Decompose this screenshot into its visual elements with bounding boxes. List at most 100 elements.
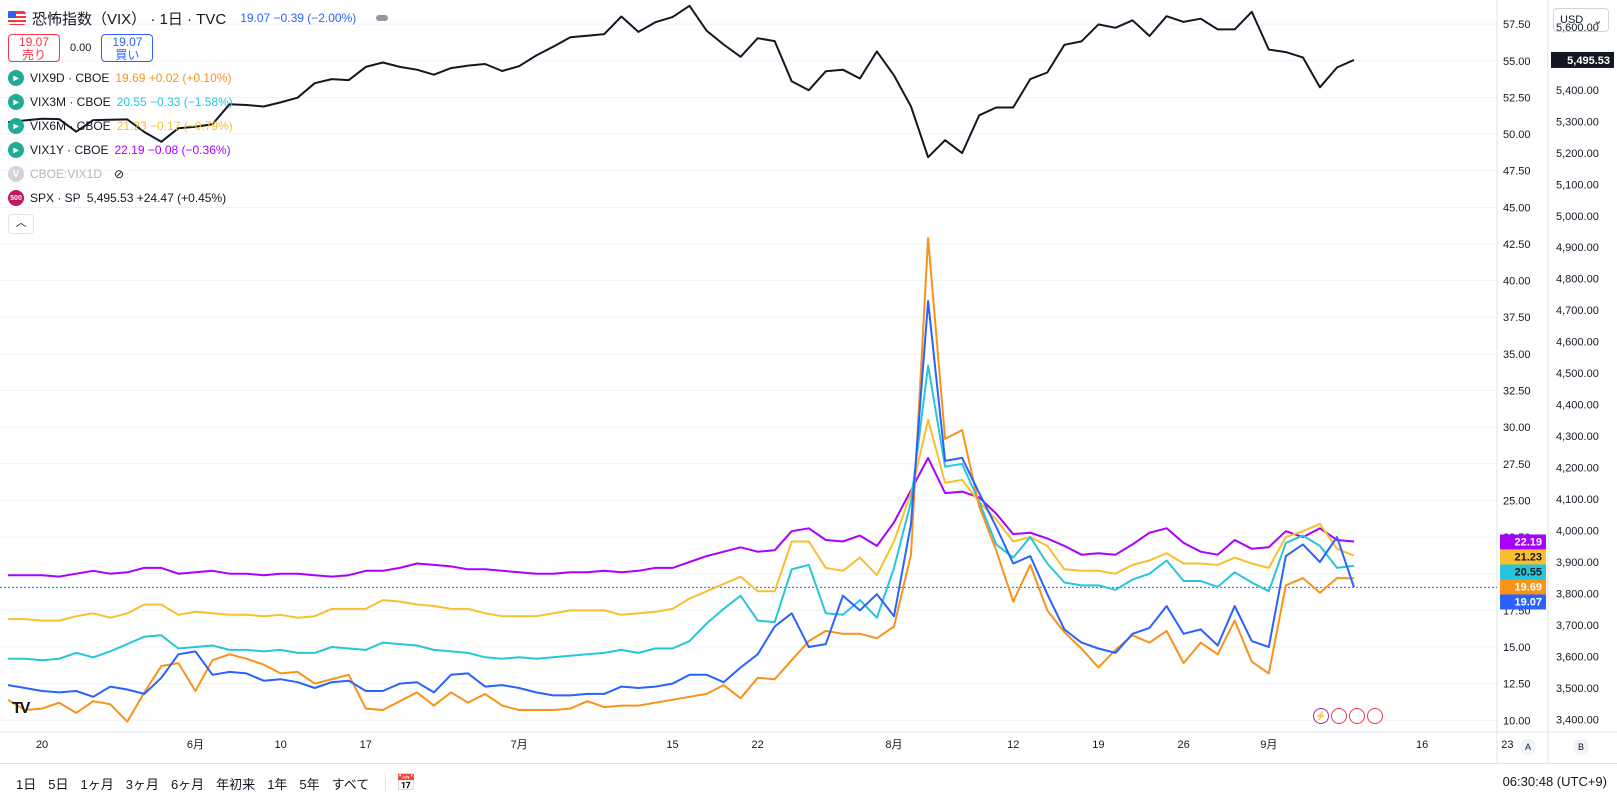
range-button[interactable]: 年初来 — [216, 776, 256, 792]
spx-last-value-label-text: 5,495.53 — [1567, 55, 1610, 67]
series-line — [7, 300, 1355, 698]
symbol-title[interactable]: 恐怖指数（VIX） · 1日 · TVC — [32, 10, 227, 28]
legend-series-row[interactable]: ▸ VIX6M · CBOE 21.23 −0.17 (−0.79%) — [8, 114, 388, 138]
legend-series-name: CBOE:VIX1D — [30, 167, 103, 181]
time-axis-tick-label: 9月 — [1260, 739, 1277, 751]
last-value-label-bg — [1500, 579, 1546, 595]
split-event-icon[interactable]: ⚡ — [1313, 708, 1329, 724]
left-axis-tick-label: 10.00 — [1503, 715, 1531, 727]
right-axis-tick-label: 3,400.00 — [1556, 714, 1599, 726]
legend-series-name: VIX9D · CBOE — [30, 71, 110, 85]
left-axis-tick-label: 30.00 — [1503, 422, 1531, 434]
time-axis-tick-label: 7月 — [511, 739, 528, 751]
left-axis-tick-label: 12.50 — [1503, 679, 1531, 691]
last-value-label-text: 20.55 — [1514, 566, 1542, 578]
left-axis-tick-label: 45.00 — [1503, 202, 1531, 214]
last-value-label: 20.55 — [1500, 564, 1546, 580]
series-line — [8, 456, 1355, 578]
time-axis-tick-label: 19 — [1092, 739, 1104, 751]
series-line — [7, 4, 1355, 159]
time-axis-tick-label: 23 — [1501, 739, 1513, 751]
range-button[interactable]: 1ヶ月 — [80, 776, 114, 792]
legend-series-values: 22.19 −0.08 (−0.36%) — [114, 143, 231, 157]
collapse-legend-icon[interactable] — [376, 15, 389, 21]
legend-series-row[interactable]: 500 SPX · SP 5,495.53 +24.47 (+0.45%) — [8, 186, 388, 210]
time-axis-tick-label: 15 — [666, 739, 678, 751]
range-button[interactable]: 6ヶ月 — [170, 776, 205, 792]
range-button[interactable]: 1日 — [16, 776, 37, 792]
currency-selector[interactable]: USD ⌄ — [1553, 8, 1609, 32]
time-axis: 20 6月 10 17 7月 15 22 8月 12 19 26 9月 16 23 — [36, 739, 1514, 751]
right-axis-tick-label: 4,700.00 — [1556, 305, 1599, 317]
last-value-label-bg — [1500, 564, 1546, 580]
right-axis-tick-label: 4,200.00 — [1556, 463, 1599, 475]
series-line — [8, 364, 1355, 662]
last-value-label-text: 21.23 — [1514, 551, 1542, 563]
series-line — [8, 418, 1355, 622]
range-button[interactable]: 5日 — [48, 776, 69, 792]
last-value-label-bg — [1500, 594, 1546, 610]
range-button[interactable]: 1年 — [267, 776, 288, 792]
us-event-icon[interactable] — [1349, 708, 1365, 724]
chevron-up-icon[interactable]: ︿ — [8, 214, 34, 234]
right-axis-tick-label: 3,500.00 — [1556, 683, 1599, 695]
right-axis-tick-label: 3,900.00 — [1556, 557, 1599, 569]
time-axis-tick-label: 10 — [274, 739, 286, 751]
grey-logo-icon: V — [8, 166, 24, 182]
buy-button[interactable]: 19.07 買い — [101, 34, 154, 62]
range-button[interactable]: すべて — [331, 776, 370, 792]
left-axis-tick-label: 15.00 — [1503, 642, 1531, 654]
right-axis-tick-label: 4,000.00 — [1556, 526, 1599, 538]
sell-button[interactable]: 19.07 売り — [8, 34, 60, 62]
us-event-icon[interactable] — [1331, 708, 1347, 724]
clock[interactable]: 06:30:48 (UTC+9) — [1502, 774, 1607, 789]
time-axis-tick-label: 22 — [752, 739, 764, 751]
series-layer — [0, 4, 1497, 723]
left-axis-tick-label: 57.50 — [1503, 19, 1531, 31]
time-axis-tick-label: 12 — [1007, 739, 1019, 751]
last-value-labels: 22.19 21.23 20.55 19.69 19.07 5,495.53 — [1500, 51, 1614, 610]
spx-last-value-label-bg — [1551, 51, 1614, 68]
sell-label: 売り — [21, 48, 46, 62]
last-value-label: 21.23 — [1500, 549, 1546, 565]
chart-legend: 恐怖指数（VIX） · 1日 · TVC 19.07 −0.39 (−2.00%… — [8, 6, 389, 234]
series-legend-list: ▸ VIX9D · CBOE 19.69 +0.02 (+0.10%) ▸ VIX3M … — [8, 66, 388, 210]
scale-a-button[interactable]: A — [1520, 739, 1536, 755]
left-axis-tick-label: 52.50 — [1503, 92, 1531, 104]
green-logo-icon: ▸ — [8, 70, 24, 86]
left-axis-tick-label: 35.00 — [1503, 349, 1531, 361]
left-axis-tick-label: 37.50 — [1503, 312, 1531, 324]
range-button[interactable]: 3ヶ月 — [125, 776, 159, 792]
hidden-eye-icon[interactable]: ⊘ — [114, 167, 125, 181]
bottom-toolbar: 1日 5日 1ヶ月 3ヶ月 6ヶ月 年初来 1年 5年 すべて 📅 06:30:48 (UTC+… — [0, 763, 1617, 802]
spread-value: 0.00 — [70, 42, 92, 54]
last-value-label: 22.19 — [1500, 534, 1546, 550]
scale-b-button[interactable]: B — [1573, 739, 1589, 755]
go-to-date-icon[interactable]: 📅 — [396, 775, 417, 792]
legend-series-row[interactable]: ▸ VIX1Y · CBOE 22.19 −0.08 (−0.36%) — [8, 138, 388, 162]
us-event-icon[interactable] — [1367, 708, 1383, 724]
left-axis-tick-label: 55.00 — [1503, 56, 1531, 68]
last-value-label: 19.07 — [1500, 594, 1546, 610]
range-button[interactable]: 5年 — [299, 776, 320, 792]
right-axis-tick-label: 5,000.00 — [1556, 211, 1599, 223]
tradingview-logo[interactable]: TV — [12, 700, 31, 717]
left-axis-tick-label: 42.50 — [1503, 239, 1531, 251]
right-axis-tick-label: 4,400.00 — [1556, 400, 1599, 412]
legend-series-name: VIX6M · CBOE — [30, 119, 111, 133]
range-buttons: 1日 5日 1ヶ月 3ヶ月 6ヶ月 年初来 1年 5年 すべて — [0, 774, 375, 793]
last-value-label-bg — [1500, 534, 1546, 550]
left-axis-tick-label: 27.50 — [1503, 459, 1531, 471]
right-price-axis: 5,600.005,500.005,400.005,300.005,200.00… — [1556, 22, 1599, 727]
legend-series-row[interactable]: ▸ VIX9D · CBOE 19.69 +0.02 (+0.10%) — [8, 66, 388, 90]
left-axis-tick-label: 47.50 — [1503, 166, 1531, 178]
right-axis-tick-label: 4,500.00 — [1556, 368, 1599, 380]
legend-series-row[interactable]: V CBOE:VIX1D ⊘ — [8, 162, 388, 186]
right-axis-tick-label: 3,800.00 — [1556, 588, 1599, 600]
us-flag-icon — [8, 11, 26, 25]
green-logo-icon: ▸ — [8, 118, 24, 134]
legend-series-row[interactable]: ▸ VIX3M · CBOE 20.55 −0.33 (−1.58%) — [8, 90, 388, 114]
currency-label: USD — [1560, 14, 1584, 26]
right-axis-tick-label: 5,100.00 — [1556, 179, 1599, 191]
